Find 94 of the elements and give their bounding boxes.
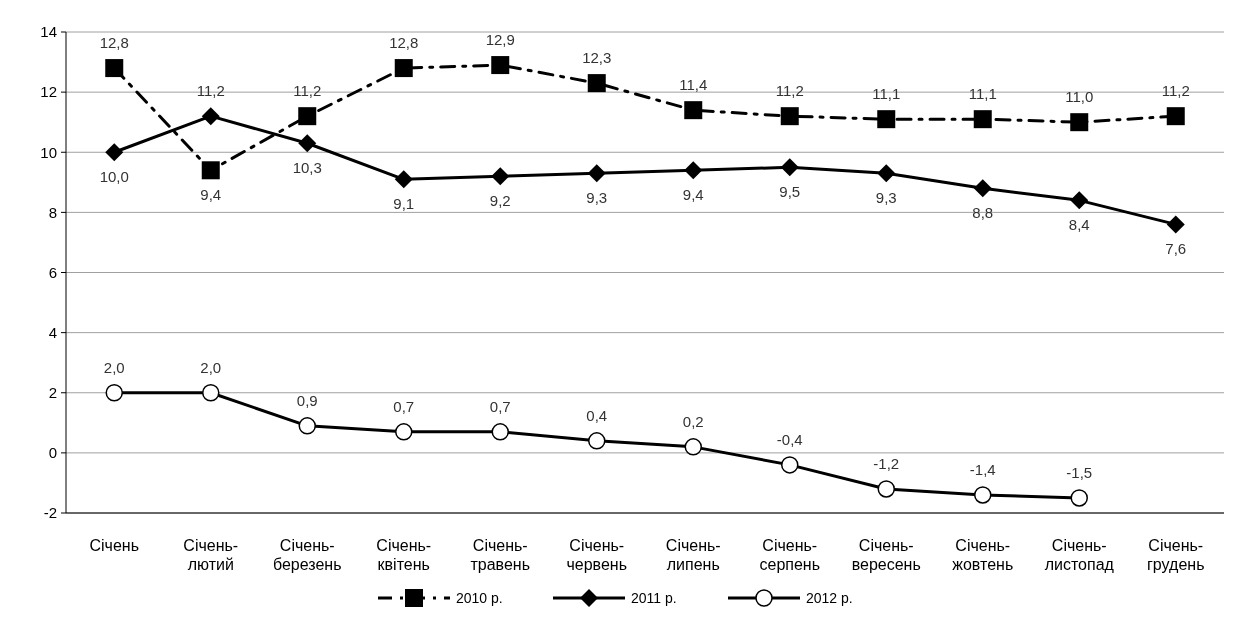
point — [491, 423, 509, 441]
legend-label: 2010 р. — [456, 590, 503, 606]
legend-label: 2012 р. — [806, 590, 853, 606]
point — [781, 456, 799, 474]
data-label: 11,2 — [1161, 82, 1190, 100]
data-label: 9,1 — [393, 195, 415, 213]
point — [395, 423, 413, 441]
point — [298, 107, 317, 126]
y-tick-label: 0 — [48, 444, 57, 462]
y-tick-label: 4 — [48, 323, 57, 341]
data-label: -0,4 — [776, 430, 803, 448]
data-label: 7,6 — [1165, 240, 1187, 258]
point — [684, 438, 702, 456]
point — [780, 107, 799, 126]
data-label: 11,4 — [679, 76, 708, 94]
data-label: 11,2 — [293, 82, 322, 100]
point — [201, 107, 220, 126]
x-tick-label: Січень-вересень — [851, 537, 921, 573]
point — [491, 167, 510, 186]
data-label: 9,5 — [779, 183, 801, 201]
data-label: 9,4 — [682, 186, 704, 204]
point — [1166, 215, 1185, 234]
data-label: 12,8 — [99, 34, 129, 52]
data-label: 0,9 — [296, 391, 318, 409]
data-label: 9,4 — [200, 186, 222, 204]
x-tick-label: Січень-березень — [272, 537, 342, 573]
data-label: 0,7 — [489, 397, 511, 415]
point — [1166, 107, 1185, 126]
data-label: 12,9 — [485, 31, 515, 49]
data-label: 9,3 — [875, 189, 897, 207]
y-tick-label: 14 — [40, 23, 57, 41]
point — [877, 110, 896, 129]
data-label: 10,0 — [99, 168, 129, 186]
y-tick-label: 8 — [48, 203, 57, 221]
data-label: 11,2 — [775, 82, 804, 100]
x-tick-label: Січень-лютий — [183, 537, 239, 573]
point — [491, 56, 510, 75]
point — [587, 164, 606, 183]
data-label: -1,2 — [873, 454, 900, 472]
data-label: 2,0 — [103, 358, 125, 376]
point — [105, 384, 123, 402]
data-label: 9,3 — [586, 189, 608, 207]
point — [1070, 489, 1088, 507]
data-label: 11,1 — [968, 85, 997, 103]
data-label: 0,2 — [682, 412, 704, 430]
point — [877, 480, 895, 498]
point — [105, 59, 124, 78]
point — [877, 164, 896, 183]
data-label: 10,3 — [292, 159, 322, 177]
point — [394, 59, 413, 78]
x-tick-label: Січень-липень — [665, 537, 721, 573]
point — [298, 134, 317, 153]
point — [973, 179, 992, 198]
data-label: -1,5 — [1066, 463, 1093, 481]
x-tick-label: Січень-травень — [470, 537, 531, 573]
point — [684, 101, 703, 120]
y-tick-label: 2 — [48, 384, 57, 401]
point — [684, 161, 703, 180]
data-label: 9,2 — [489, 192, 511, 210]
data-label: 11,2 — [196, 82, 225, 100]
point — [105, 143, 124, 162]
data-label: 8,4 — [1068, 216, 1090, 234]
data-label: 11,0 — [1065, 88, 1094, 106]
x-tick-label: Січень-квітень — [376, 537, 432, 573]
y-tick-label: 12 — [40, 83, 57, 101]
data-label: 11,1 — [872, 85, 901, 103]
point — [202, 384, 220, 402]
x-tick-label: Січень — [89, 537, 140, 554]
data-label: 0,7 — [393, 397, 415, 415]
data-label: 0,4 — [586, 406, 608, 424]
point — [1070, 191, 1089, 210]
data-label: -1,4 — [969, 460, 996, 478]
point — [1070, 113, 1089, 132]
legend-label: 2011 р. — [631, 590, 677, 606]
point — [394, 170, 413, 189]
data-label: 12,3 — [582, 49, 612, 67]
y-tick-label: 6 — [48, 263, 57, 281]
point — [201, 161, 220, 180]
data-label: 12,8 — [389, 34, 419, 52]
x-tick-label: Січень-листопад — [1044, 537, 1115, 573]
y-tick-label: 10 — [40, 143, 57, 161]
point — [974, 486, 992, 504]
point — [587, 74, 606, 93]
data-label: 2,0 — [200, 358, 222, 376]
x-tick-label: Січень-червень — [566, 537, 628, 573]
point — [780, 158, 799, 177]
x-tick-label: Січень-серпень — [759, 537, 821, 573]
point — [973, 110, 992, 129]
x-tick-label: Січень-жовтень — [952, 537, 1014, 573]
x-tick-label: Січень-грудень — [1147, 537, 1205, 573]
data-label: 8,8 — [972, 204, 994, 222]
point — [588, 432, 606, 450]
point — [298, 417, 316, 435]
y-tick-label: -2 — [43, 504, 57, 522]
